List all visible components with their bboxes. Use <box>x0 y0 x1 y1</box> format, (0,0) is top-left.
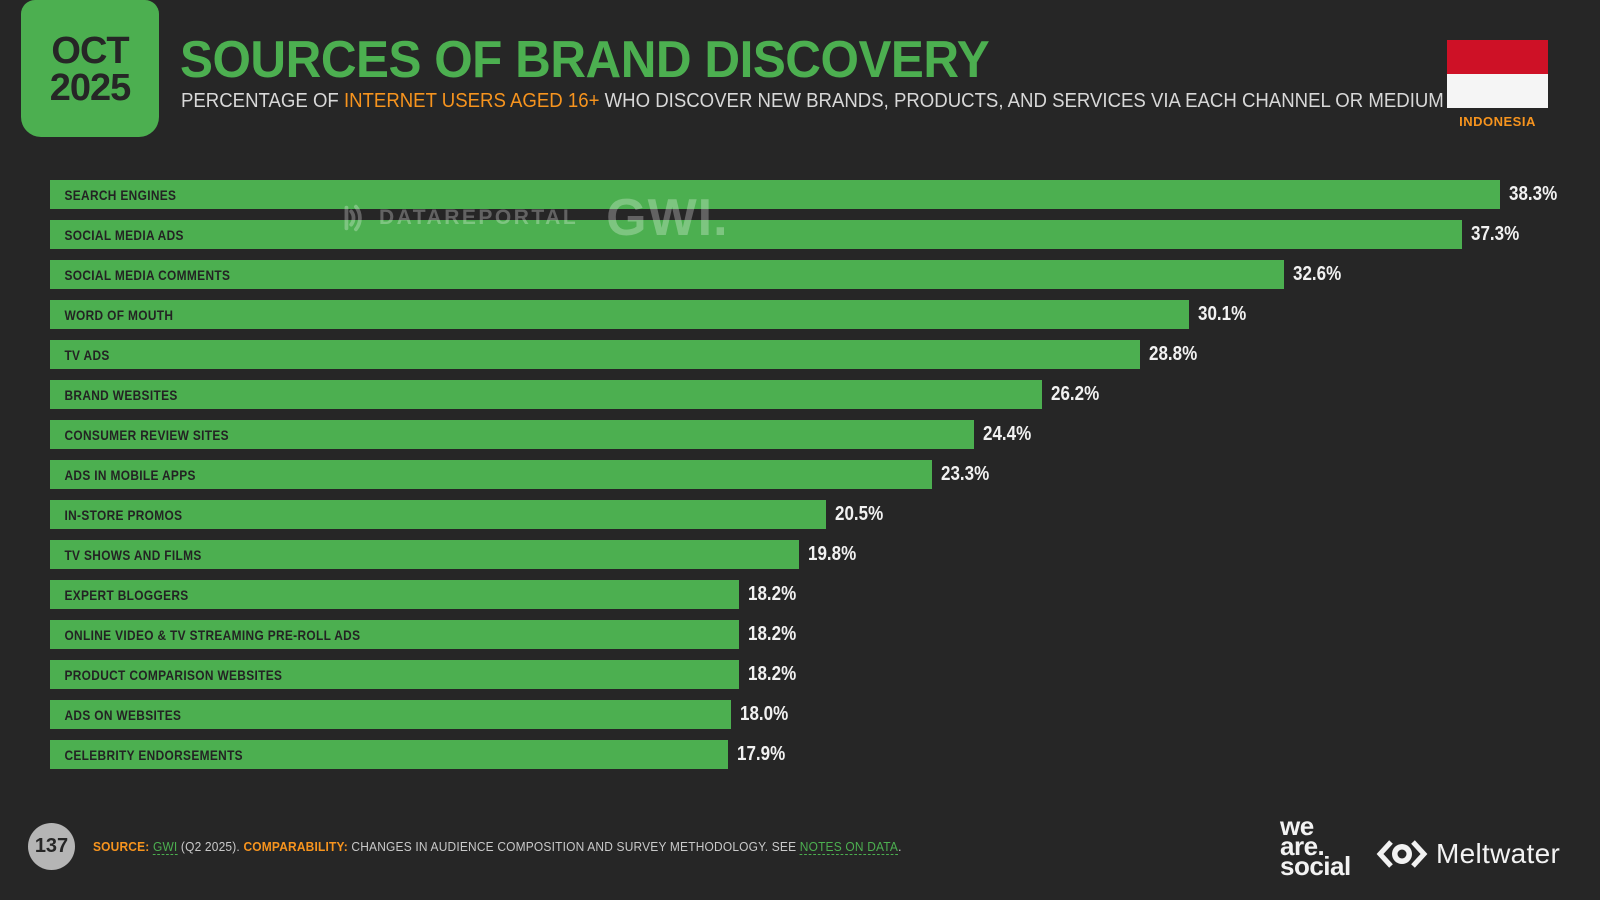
bar-value-label: 23.3% <box>940 463 990 485</box>
bar: WORD OF MOUTH <box>50 300 1190 329</box>
bar-value-label: 19.8% <box>808 543 857 565</box>
bar-category-label: PRODUCT COMPARISON WEBSITES <box>64 666 283 683</box>
bar-category-label: EXPERT BLOGGERS <box>64 586 189 603</box>
bar: PRODUCT COMPARISON WEBSITES <box>50 660 739 689</box>
subtitle-prefix: PERCENTAGE OF <box>181 90 344 112</box>
source-link[interactable]: GWI <box>152 839 178 855</box>
bar: SEARCH ENGINES <box>50 180 1500 209</box>
indonesia-flag <box>1447 40 1548 108</box>
source-rest: (Q2 2025). <box>177 839 244 854</box>
chart-bar-row: TV SHOWS AND FILMS 19.8% <box>50 540 1564 569</box>
chart-bar-row: ONLINE VIDEO & TV STREAMING PRE-ROLL ADS… <box>50 620 1564 649</box>
bar-category-label: CONSUMER REVIEW SITES <box>64 426 229 443</box>
bar: TV SHOWS AND FILMS <box>50 540 800 569</box>
source-note: SOURCE: GWI (Q2 2025). COMPARABILITY: CH… <box>93 839 902 855</box>
bar-value-label: 38.3% <box>1508 183 1557 205</box>
chart-bar-row: TV ADS 28.8% <box>50 340 1564 369</box>
bar-value-label: 18.2% <box>747 583 797 605</box>
source-label: SOURCE: <box>93 839 150 854</box>
bar-value-label: 24.4% <box>982 423 1031 445</box>
bar: BRAND WEBSITES <box>50 380 1042 409</box>
bar-value-label: 37.3% <box>1470 223 1520 245</box>
meltwater-logo: Meltwater <box>1376 837 1560 871</box>
meltwater-wordmark: Meltwater <box>1436 838 1561 869</box>
bar-value-label: 30.1% <box>1198 303 1247 325</box>
bar-category-label: WORD OF MOUTH <box>64 306 174 323</box>
bar-value-label: 18.2% <box>747 623 797 645</box>
bar: SOCIAL MEDIA ADS <box>50 220 1462 249</box>
chart-bar-row: ADS ON WEBSITES 18.0% <box>50 700 1564 729</box>
bar-value-label: 18.0% <box>740 703 789 725</box>
was-line-1: we <box>1280 811 1314 841</box>
chart-bar-row: BRAND WEBSITES 26.2% <box>50 380 1564 409</box>
bar: CELEBRITY ENDORSEMENTS <box>50 740 728 769</box>
bar-category-label: ADS IN MOBILE APPS <box>64 466 196 483</box>
country-label: INDONESIA <box>1459 114 1536 129</box>
bar: TV ADS <box>50 340 1141 369</box>
bar: EXPERT BLOGGERS <box>50 580 739 609</box>
bar: SOCIAL MEDIA COMMENTS <box>50 260 1284 289</box>
bar-category-label: ADS ON WEBSITES <box>64 706 182 723</box>
bar-category-label: TV ADS <box>64 346 110 363</box>
chart-bar-row: EXPERT BLOGGERS 18.2% <box>50 580 1564 609</box>
page-number: 137 <box>34 835 69 857</box>
meltwater-eye-icon <box>1376 840 1428 868</box>
bar-category-label: TV SHOWS AND FILMS <box>64 546 202 563</box>
chart-bar-row: SEARCH ENGINES 38.3% <box>50 180 1564 209</box>
bar-value-label: 17.9% <box>736 743 785 765</box>
bar-category-label: BRAND WEBSITES <box>64 386 178 403</box>
chart-bar-row: SOCIAL MEDIA COMMENTS 32.6% <box>50 260 1564 289</box>
chart-bar-row: ADS IN MOBILE APPS 23.3% <box>50 460 1564 489</box>
was-line-2: are. <box>1280 831 1325 861</box>
bar-category-label: CELEBRITY ENDORSEMENTS <box>64 746 243 763</box>
we-are-social-logo: we are. social <box>1280 811 1351 881</box>
bar: IN-STORE PROMOS <box>50 500 826 529</box>
bar: ADS ON WEBSITES <box>50 700 732 729</box>
bar-value-label: 32.6% <box>1292 263 1342 285</box>
chart-bar-row: IN-STORE PROMOS 20.5% <box>50 500 1564 529</box>
subtitle-suffix: WHO DISCOVER NEW BRANDS, PRODUCTS, AND S… <box>599 90 1444 112</box>
bar-value-label: 28.8% <box>1149 343 1198 365</box>
bar-category-label: IN-STORE PROMOS <box>64 506 183 523</box>
chart-bar-row: CONSUMER REVIEW SITES 24.4% <box>50 420 1564 449</box>
page-number-badge: 137 <box>28 823 75 870</box>
date-badge-month: OCT <box>51 30 129 72</box>
chart-bar-row: CELEBRITY ENDORSEMENTS 17.9% <box>50 740 1564 769</box>
was-line-3: social <box>1280 851 1351 881</box>
bar-category-label: SEARCH ENGINES <box>64 186 177 203</box>
chart-bar-row: WORD OF MOUTH 30.1% <box>50 300 1564 329</box>
flag-white-band <box>1447 74 1548 108</box>
bar: ADS IN MOBILE APPS <box>50 460 932 489</box>
date-badge: OCT 2025 <box>21 0 159 137</box>
bar: CONSUMER REVIEW SITES <box>50 420 974 449</box>
notes-period: . <box>898 839 902 854</box>
notes-on-data-link[interactable]: NOTES ON DATA <box>799 839 899 855</box>
bar-category-label: ONLINE VIDEO & TV STREAMING PRE-ROLL ADS <box>64 626 361 643</box>
page-title: SOURCES OF BRAND DISCOVERY <box>180 31 990 89</box>
subtitle-highlight: INTERNET USERS AGED 16+ <box>343 90 600 112</box>
bar-category-label: SOCIAL MEDIA COMMENTS <box>64 266 231 283</box>
bar-category-label: SOCIAL MEDIA ADS <box>64 226 184 243</box>
page-subtitle: PERCENTAGE OF INTERNET USERS AGED 16+ WH… <box>181 90 1444 113</box>
bar-chart: SEARCH ENGINES 38.3% SOCIAL MEDIA ADS 37.3%… <box>50 180 1564 780</box>
chart-bar-row: SOCIAL MEDIA ADS 37.3% <box>50 220 1564 249</box>
bar-value-label: 26.2% <box>1050 383 1099 405</box>
flag-red-band <box>1447 40 1548 74</box>
bar-value-label: 20.5% <box>834 503 884 525</box>
date-badge-year: 2025 <box>49 67 132 109</box>
bar: ONLINE VIDEO & TV STREAMING PRE-ROLL ADS <box>50 620 739 649</box>
comparability-text: CHANGES IN AUDIENCE COMPOSITION AND SURV… <box>347 839 800 854</box>
bar-value-label: 18.2% <box>747 663 797 685</box>
chart-bar-row: PRODUCT COMPARISON WEBSITES 18.2% <box>50 660 1564 689</box>
comparability-label: COMPARABILITY: <box>243 839 348 854</box>
